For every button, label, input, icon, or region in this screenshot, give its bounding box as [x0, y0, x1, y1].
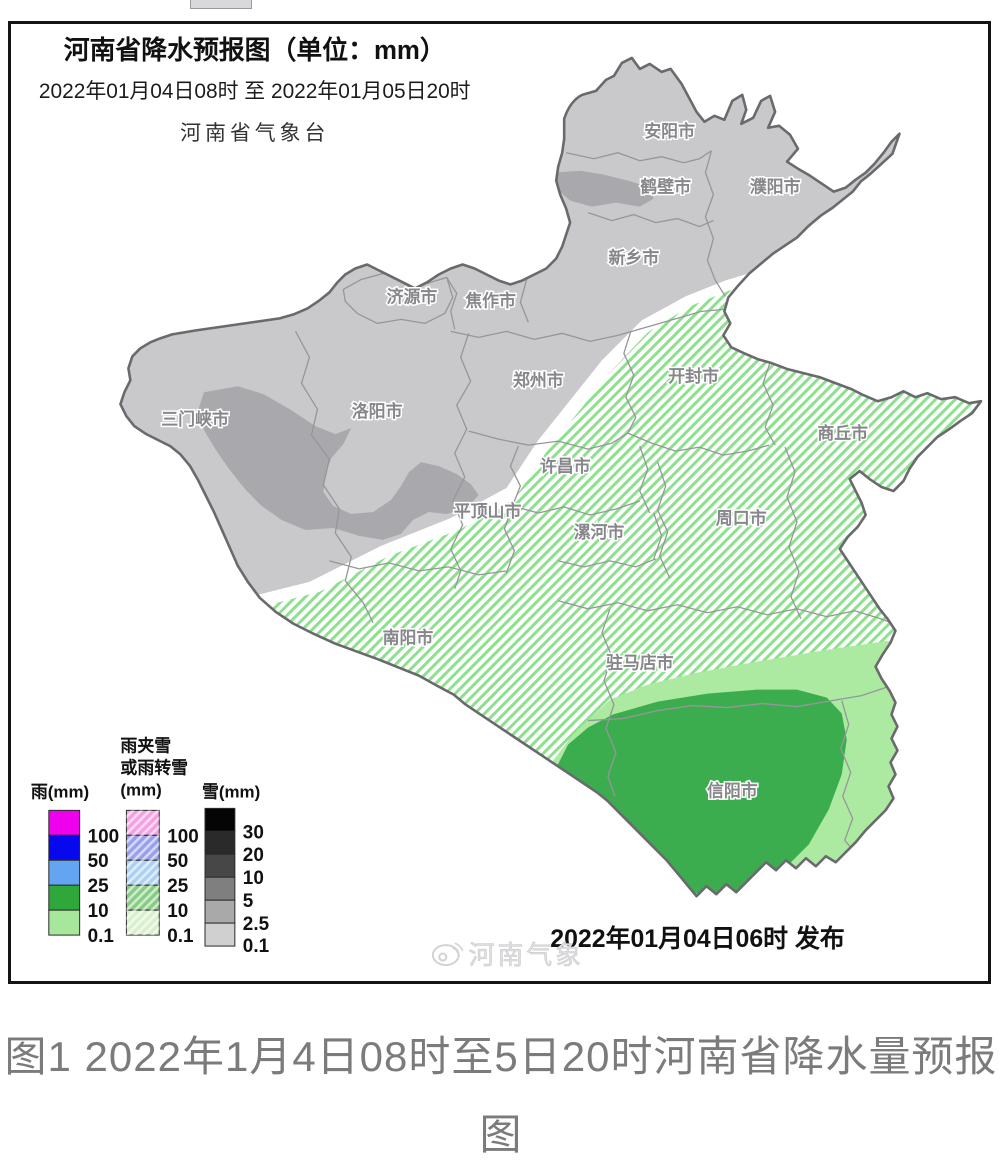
- city-label-luoyang: 洛阳市: [352, 401, 403, 421]
- legend-rain-value: 50: [88, 851, 109, 872]
- legend-rain-value: 25: [88, 876, 109, 897]
- city-label-zhumadian: 驻马店市: [606, 653, 674, 673]
- map-title: 河南省降水预报图（单位：mm）: [64, 35, 446, 65]
- legend-snow-value: 30: [243, 822, 264, 843]
- legend-snow-swatch: [204, 853, 236, 878]
- city-label-shangqiu: 商丘市: [817, 423, 868, 443]
- city-label-xinyang: 信阳市: [707, 780, 758, 800]
- legend-rain-swatch: [48, 909, 81, 936]
- forecast-map-panel: 安阳市 鹤壁市 濮阳市 新乡市 济源市 焦作市 郑州市 开封市 商丘市 三门峡市…: [8, 21, 991, 984]
- legend-rain-value: 10: [88, 901, 109, 922]
- issued-time: 2022年01月04日06时 发布: [550, 924, 844, 953]
- legend-snow-value: 5: [243, 891, 254, 912]
- legend-snow-swatch: [204, 830, 236, 855]
- legend-snow-swatch: [204, 922, 236, 947]
- henan-precipitation-map: 安阳市 鹤壁市 濮阳市 新乡市 济源市 焦作市 郑州市 开封市 商丘市 三门峡市…: [31, 35, 983, 970]
- legend-rain-swatch: [48, 884, 81, 911]
- city-label-nanyang: 南阳市: [383, 628, 434, 648]
- city-label-jiaozuo: 焦作市: [464, 290, 516, 310]
- city-label-luohe: 漯河市: [574, 522, 625, 542]
- city-label-zhoukou: 周口市: [716, 508, 767, 528]
- city-borders-north: [342, 150, 726, 343]
- legend-snow-label: 雪(mm): [202, 782, 260, 801]
- city-label-pingdingshan: 平顶山市: [454, 501, 522, 521]
- legend-snow-value: 10: [243, 868, 264, 889]
- legend-snow-swatch: [204, 876, 236, 901]
- city-label-xinxiang: 新乡市: [608, 247, 659, 267]
- city-label-zhengzhou: 郑州市: [513, 370, 564, 390]
- figure-caption: 图1 2022年1月4日08时至5日20时河南省降水量预报 图: [0, 1018, 1002, 1168]
- legend-rain-label: 雨(mm): [31, 782, 89, 801]
- weibo-logo-icon: [431, 942, 464, 967]
- legend-sleet-value: 10: [167, 901, 188, 922]
- legend-sleet-label-2: 或雨转雪: [120, 757, 188, 777]
- figure-caption-line2: 图: [479, 1111, 523, 1158]
- legend: 雨(mm) 雨夹雪 或雨转雪 (mm) 雪(mm) 100 50 25 10 0…: [31, 735, 269, 957]
- legend-sleet-value: 100: [167, 826, 199, 847]
- city-borders-central: [294, 313, 802, 624]
- city-label-puyang: 濮阳市: [750, 177, 801, 197]
- city-label-anyang: 安阳市: [644, 121, 695, 141]
- map-period: 2022年01月04日08时 至 2022年01月05日20时: [39, 80, 471, 103]
- legend-rain-swatch: [48, 809, 81, 836]
- city-label-hebi: 鹤壁市: [640, 177, 691, 197]
- legend-rain-value: 100: [88, 826, 120, 847]
- legend-rain-value: 0.1: [88, 926, 114, 947]
- watermark-text: 河南气象: [469, 941, 584, 970]
- legend-sleet-value: 0.1: [167, 926, 193, 947]
- legend-rain-swatch: [48, 834, 81, 861]
- legend-sleet-value: 50: [167, 851, 188, 872]
- legend-sleet-label-3: (mm): [120, 780, 161, 799]
- snow-heavy-region-luoyang: [198, 386, 479, 540]
- top-edge-artifact: [190, 0, 252, 9]
- figure-caption-line1: 图1 2022年1月4日08时至5日20时河南省降水量预报: [4, 1033, 998, 1080]
- legend-sleet-label-1: 雨夹雪: [120, 735, 171, 755]
- legend-snow-value: 20: [243, 845, 264, 866]
- legend-sleet-value: 25: [167, 876, 188, 897]
- snow-heavy-region-hebi: [554, 170, 654, 207]
- legend-snow-value: 2.5: [243, 914, 269, 935]
- legend-sleet-swatches: [125, 809, 160, 936]
- map-agency: 河南省气象台: [180, 122, 329, 145]
- city-label-kaifeng: 开封市: [668, 366, 719, 386]
- city-label-jiyuan: 济源市: [387, 286, 438, 306]
- legend-snow-value: 0.1: [243, 936, 269, 957]
- city-label-xuchang: 许昌市: [540, 456, 591, 476]
- legend-snow-swatch: [204, 807, 236, 832]
- city-label-sanmenxia: 三门峡市: [161, 409, 229, 429]
- legend-snow-swatch: [204, 899, 236, 924]
- city-borders-south: [329, 560, 897, 853]
- legend-rain-swatch: [48, 859, 81, 886]
